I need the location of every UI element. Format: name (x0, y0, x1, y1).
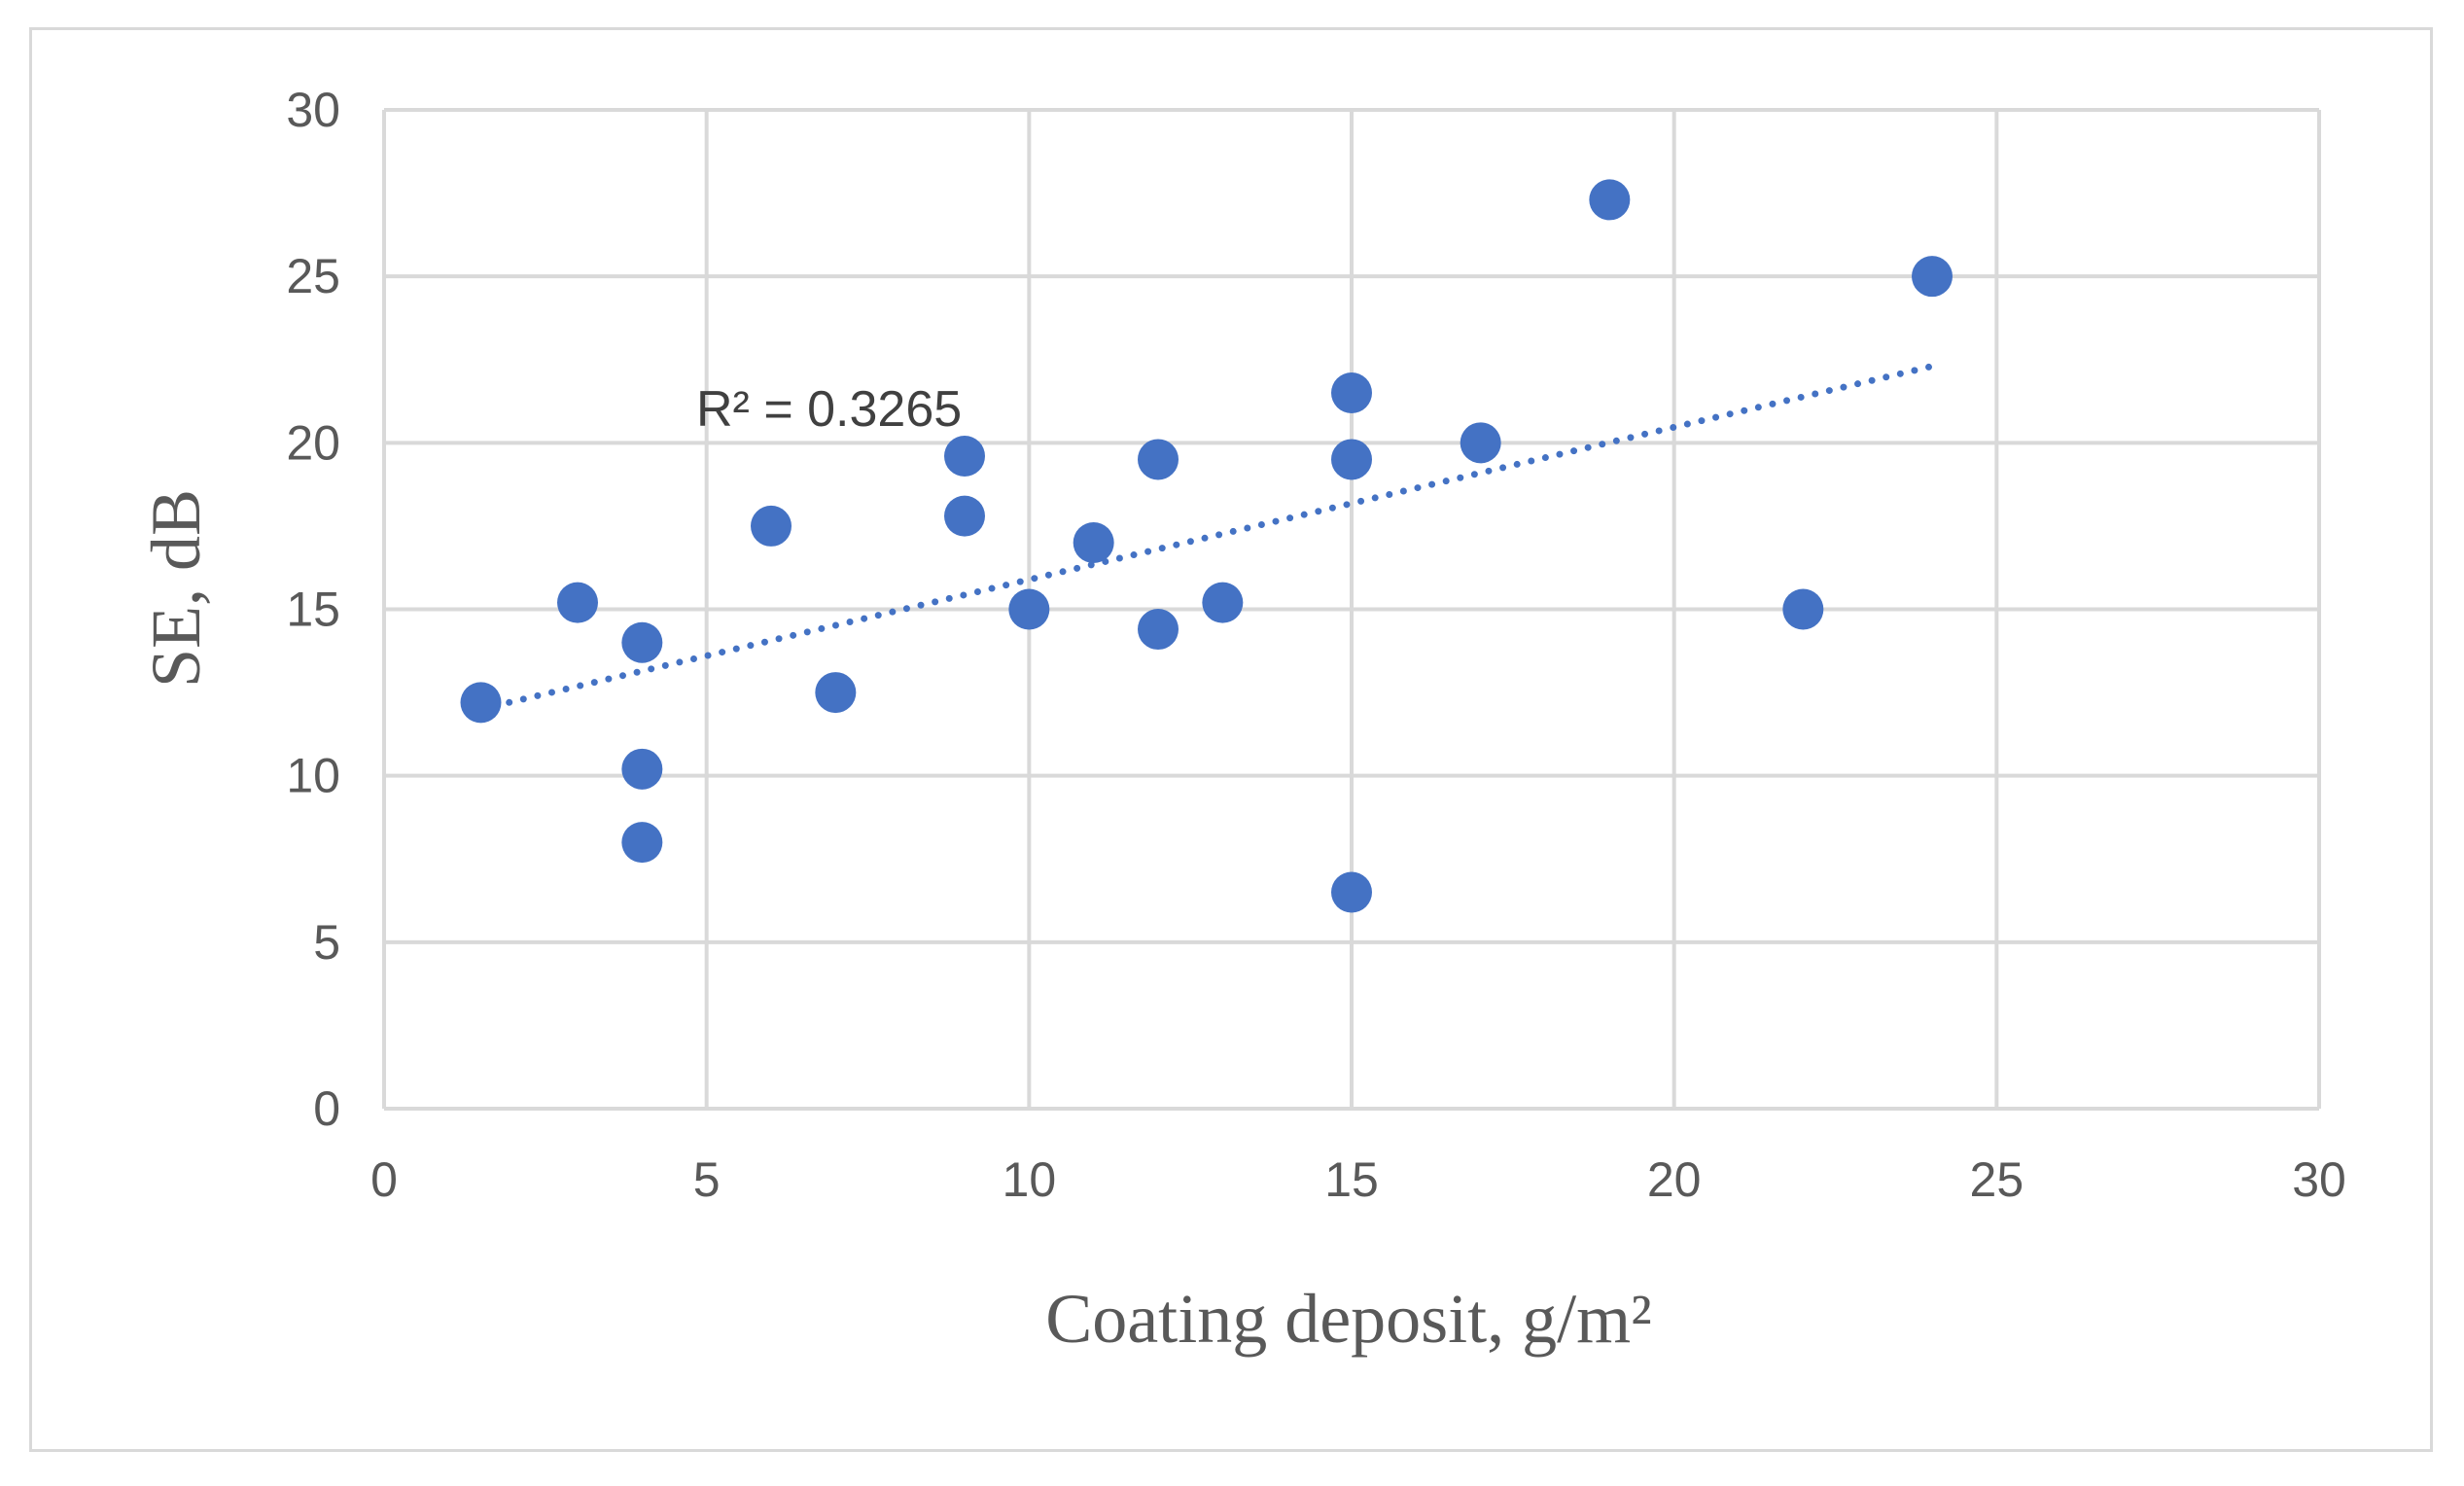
y-tick-label: 15 (286, 583, 340, 637)
data-point (1460, 422, 1501, 464)
data-point (460, 682, 502, 724)
y-tick-label: 20 (286, 415, 340, 470)
gridlines (382, 108, 2321, 1111)
data-point (1331, 439, 1372, 480)
data-point (815, 672, 857, 714)
x-tick-label: 20 (1647, 1152, 1702, 1207)
data-point (1202, 582, 1244, 623)
data-point (1008, 588, 1050, 630)
data-point (621, 748, 663, 790)
y-axis-title: SE, dB (137, 489, 215, 688)
data-point (1331, 871, 1372, 913)
x-tick-label: 15 (1324, 1152, 1379, 1207)
data-point (621, 621, 663, 663)
data-point (557, 582, 598, 623)
data-point (751, 505, 792, 547)
y-tick-label: 25 (286, 249, 340, 303)
trendline-group (477, 363, 1936, 713)
y-tick-label: 5 (313, 915, 340, 970)
x-axis-title: Coating deposit, g/m² (1045, 1280, 1652, 1358)
y-tick-labels: 0 5 10 15 20 25 30 (286, 83, 340, 1136)
x-tick-label: 25 (1970, 1152, 2024, 1207)
x-tick-labels: 0 5 10 15 20 25 30 (370, 1152, 2346, 1207)
data-point (1138, 609, 1179, 651)
r-squared-annotation: R² = 0.3265 (696, 381, 962, 438)
x-tick-label: 0 (370, 1152, 398, 1207)
data-point (1782, 588, 1824, 630)
x-tick-label: 10 (1003, 1152, 1057, 1207)
data-points (460, 179, 1953, 913)
chart-frame (29, 27, 2433, 1452)
y-tick-label: 10 (286, 749, 340, 803)
x-tick-label: 30 (2292, 1152, 2346, 1207)
y-tick-label: 0 (313, 1081, 340, 1136)
data-point (1589, 179, 1631, 221)
x-tick-label: 5 (693, 1152, 721, 1207)
data-point (1138, 439, 1179, 480)
data-point (1912, 256, 1953, 298)
data-point (944, 436, 985, 478)
data-point (944, 495, 985, 537)
data-point (621, 822, 663, 864)
data-point (1331, 372, 1372, 413)
data-point (1073, 522, 1114, 564)
trendline (477, 363, 1936, 713)
y-tick-label: 30 (286, 83, 340, 137)
